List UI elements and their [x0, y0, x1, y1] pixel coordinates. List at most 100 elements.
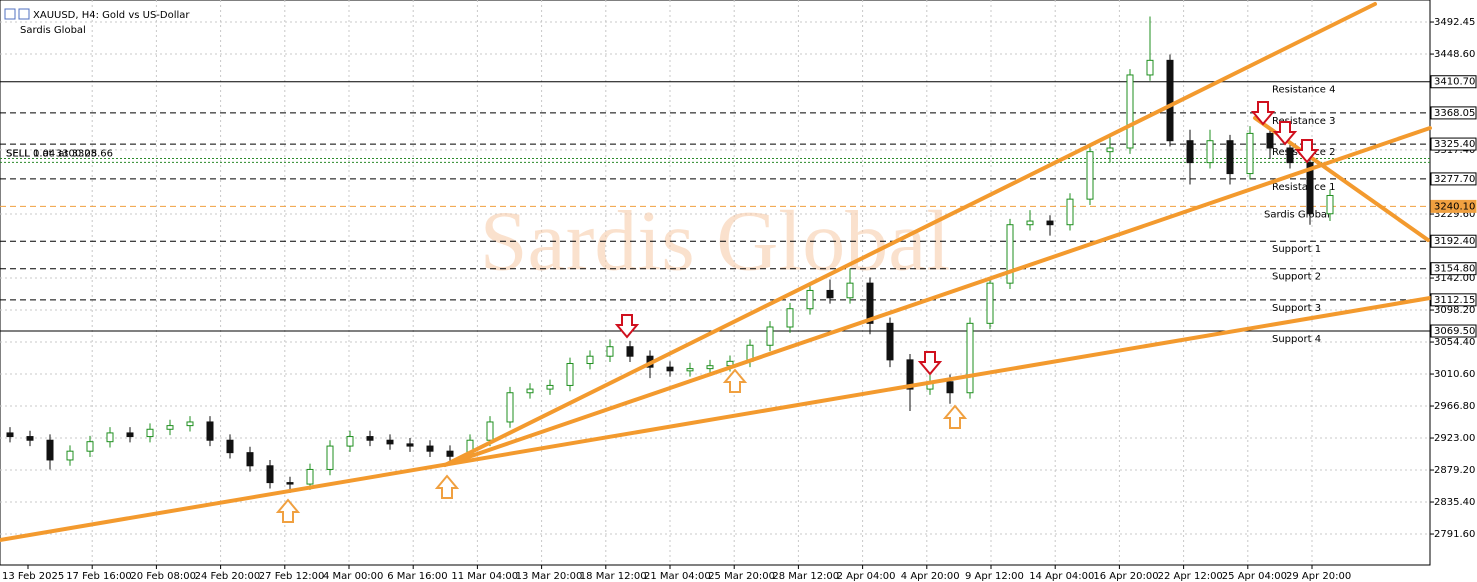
x-tick-label: 25 Mar 20:00	[708, 571, 775, 582]
level-name: Resistance 1	[1272, 182, 1335, 193]
candle-body	[406, 443, 414, 447]
candle-body	[986, 282, 994, 324]
axes: 3492.453448.603317.403229.603142.003098.…	[2, 17, 1477, 582]
candle-body	[946, 381, 954, 394]
candle-body	[1286, 147, 1294, 164]
trendline	[443, 126, 1432, 467]
level-name: Support 3	[1272, 303, 1321, 314]
x-tick-label: 24 Feb 20:00	[195, 571, 261, 582]
candle-body	[506, 392, 514, 423]
x-tick-label: 27 Feb 12:00	[259, 571, 325, 582]
candle-body	[166, 425, 174, 430]
x-tick-label: 17 Feb 16:00	[66, 571, 132, 582]
x-tick-label: 11 Mar 04:00	[451, 571, 518, 582]
candle-body	[306, 468, 314, 485]
price-label: 3277.70	[1434, 174, 1475, 185]
price-label: 3069.50	[1434, 326, 1475, 337]
price-box	[1430, 324, 1477, 338]
level-name: Support 4	[1272, 334, 1321, 345]
y-tick-label: 3010.60	[1434, 369, 1475, 380]
price-label: 3368.05	[1434, 108, 1475, 119]
x-tick-label: 29 Apr 20:00	[1286, 571, 1351, 582]
candle-body	[826, 289, 834, 299]
x-tick-label: 18 Mar 12:00	[580, 571, 647, 582]
trendline	[443, 2, 1377, 467]
price-label: 3112.15	[1434, 295, 1475, 306]
price-box	[1430, 106, 1477, 120]
candle-body	[226, 439, 234, 454]
chart-title: XAUUSD, H4: Gold vs US-Dollar	[33, 10, 190, 21]
x-tick-label: 14 Apr 04:00	[1029, 571, 1094, 582]
price-label: 3325.40	[1434, 139, 1475, 150]
candle-body	[1326, 194, 1334, 215]
order-label: SELL 1 at 3300.28	[6, 148, 97, 159]
y-tick-label: 3448.60	[1434, 49, 1475, 60]
candle-body	[1006, 224, 1014, 284]
candle-body	[546, 384, 554, 390]
candle-body	[486, 421, 494, 441]
x-tick-label: 16 Apr 20:00	[1093, 571, 1158, 582]
y-tick-label: 2923.00	[1434, 433, 1475, 444]
order-label: SELL 0.04 at 3305.66	[6, 148, 113, 159]
candle-body	[1186, 140, 1194, 164]
x-tick-label: 25 Apr 04:00	[1222, 571, 1287, 582]
candle-body	[1266, 132, 1274, 149]
candle-body	[246, 452, 254, 467]
candle-body	[266, 465, 274, 484]
candle-body	[1026, 220, 1034, 226]
y-tick-label: 2835.40	[1434, 497, 1475, 508]
level-name: Support 1	[1272, 244, 1321, 255]
x-tick-label: 28 Mar 12:00	[772, 571, 839, 582]
candle-body	[386, 439, 394, 445]
candle-body	[106, 432, 114, 443]
x-tick-label: 4 Mar 00:00	[323, 571, 383, 582]
candle-body	[426, 445, 434, 452]
price-label: 3240.10	[1434, 201, 1475, 212]
price-box	[1430, 137, 1477, 151]
candle-body	[1086, 151, 1094, 200]
price-box	[1430, 234, 1477, 248]
candle-body	[186, 421, 194, 427]
x-tick-label: 2 Apr 04:00	[837, 571, 896, 582]
candle-body	[1046, 220, 1054, 226]
price-box	[1430, 172, 1477, 186]
candle-body	[966, 322, 974, 394]
candle-body	[1146, 59, 1154, 76]
candle-body	[566, 363, 574, 386]
candle-body	[1226, 140, 1234, 175]
candle-body	[706, 365, 714, 370]
y-tick-label: 3142.00	[1434, 273, 1475, 284]
x-tick-label: 6 Mar 16:00	[387, 571, 447, 582]
level-name: Resistance 4	[1272, 85, 1335, 96]
y-tick-label: 2791.60	[1434, 529, 1475, 540]
x-tick-label: 13 Mar 20:00	[516, 571, 583, 582]
x-tick-label: 9 Apr 12:00	[965, 571, 1024, 582]
candle-body	[686, 368, 694, 372]
level-name: Resistance 3	[1272, 116, 1335, 127]
price-label: 3192.40	[1434, 236, 1475, 247]
y-tick-label: 3229.60	[1434, 209, 1475, 220]
candle-body	[886, 322, 894, 361]
price-label: 3154.80	[1434, 264, 1475, 275]
price-box	[1430, 262, 1477, 276]
price-box	[1430, 75, 1477, 89]
candle-body	[586, 355, 594, 365]
price-box	[1430, 293, 1477, 307]
candle-body	[806, 289, 814, 310]
candle-body	[46, 439, 54, 461]
candle-body	[206, 421, 214, 441]
candle-body	[606, 346, 614, 357]
candle-body	[526, 388, 534, 394]
y-tick-label: 2966.80	[1434, 401, 1475, 412]
chart-subtitle: Sardis Global	[20, 25, 86, 36]
candle-body	[346, 436, 354, 447]
x-tick-label: 22 Apr 12:00	[1158, 571, 1223, 582]
level-name: Sardis Global	[1264, 209, 1330, 220]
candle-body	[786, 308, 794, 328]
candle-body	[1166, 59, 1174, 142]
trendline	[0, 296, 1432, 542]
candle-body	[26, 436, 34, 441]
candle-body	[446, 450, 454, 457]
